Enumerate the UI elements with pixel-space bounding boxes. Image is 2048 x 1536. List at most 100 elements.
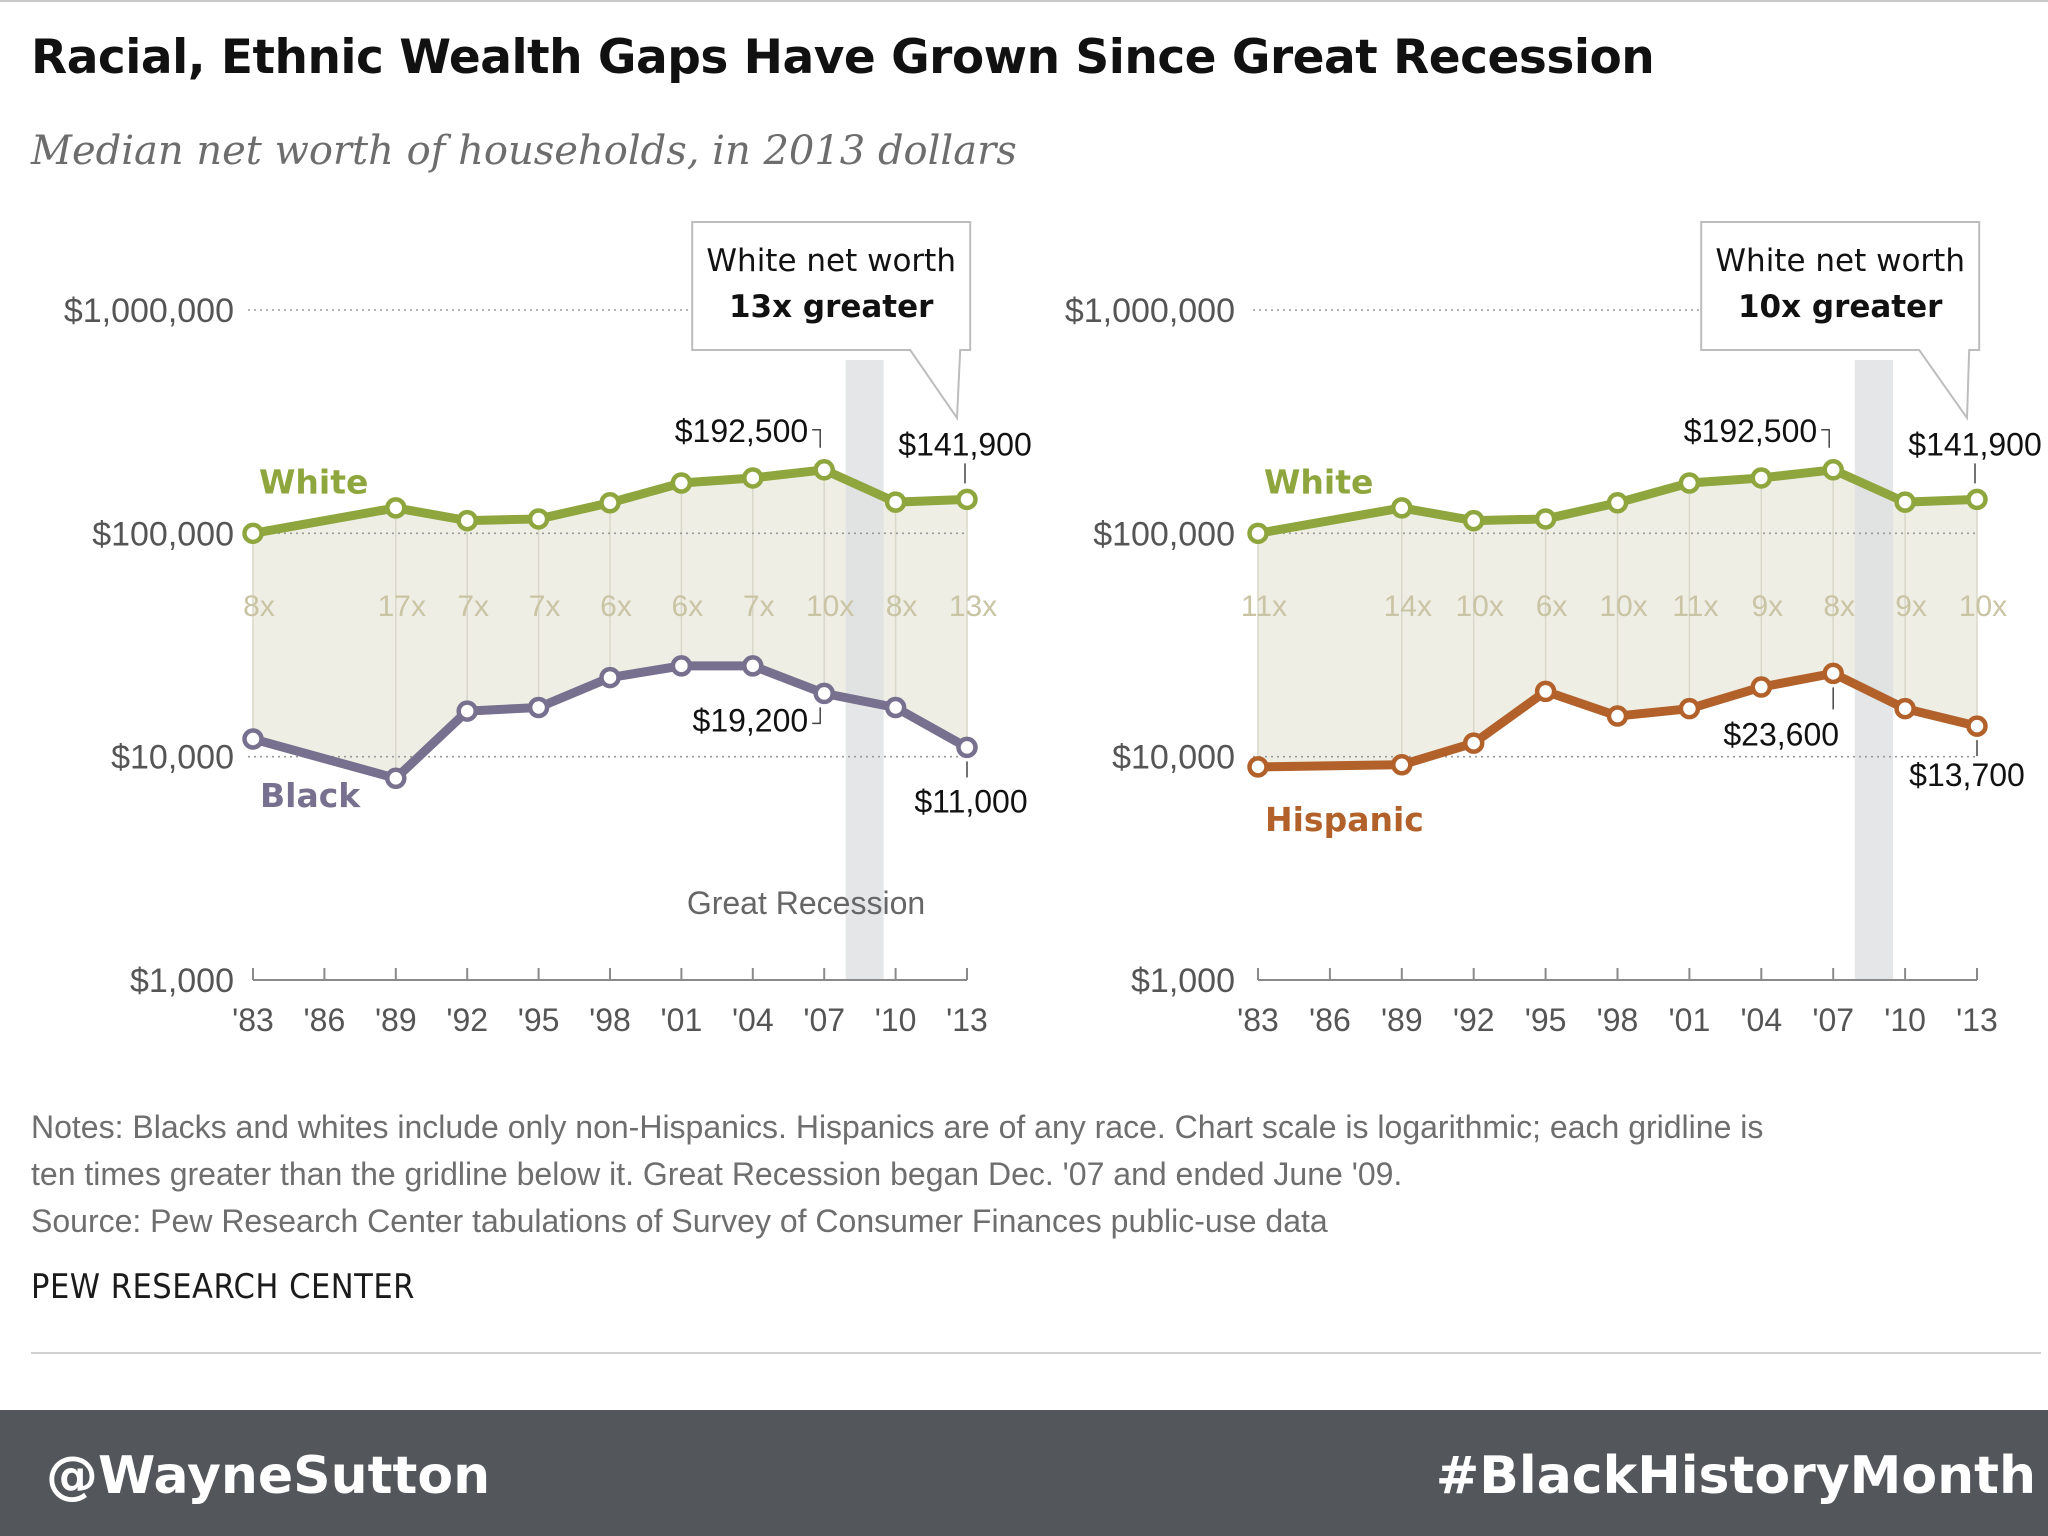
x-tick-label: '86 [1309, 1002, 1351, 1038]
data-point-black [956, 736, 978, 759]
chart-panel-hispanic: $1,000 $10,000 $100,000 $1,000,000 '83 '86 '89… [1065, 221, 2042, 1038]
callout-box [1700, 221, 1981, 422]
annotation-white-2007: $192,500 [1684, 413, 1817, 449]
data-point-hispanic [1462, 732, 1485, 754]
ratio-label: 11x [1241, 590, 1287, 623]
data-point-white [527, 508, 550, 530]
y-tick-label: $10,000 [111, 739, 234, 777]
x-tick-label: '98 [589, 1002, 631, 1038]
callout-line-2: 10x greater [1738, 289, 1943, 325]
x-tick-label: '10 [1884, 1002, 1926, 1038]
data-point-white [385, 497, 407, 519]
x-tick-label: '95 [518, 1002, 560, 1038]
ratio-label: 7x [743, 590, 775, 623]
data-point-hispanic [1534, 680, 1557, 703]
callout-line-1: White net worth [1715, 243, 1965, 279]
ratio-label: 13x [949, 590, 997, 623]
annotation-bracket [812, 429, 821, 448]
x-tick-label: '13 [1956, 1002, 1998, 1038]
x-tick-label: '92 [1453, 1002, 1495, 1038]
data-point-hispanic [1966, 715, 1988, 737]
series-label-white: White [259, 462, 368, 501]
chart-panel-black: $1,000 $10,000 $100,000 $1,000,000 '83 '86 '89… [64, 221, 1032, 1038]
x-tick-label: '92 [446, 1002, 488, 1038]
data-point-black [242, 728, 264, 750]
ratio-label: 8x [243, 590, 275, 623]
ratio-label: 17x [378, 590, 426, 623]
x-tick-label: '86 [304, 1002, 346, 1038]
data-point-white [670, 472, 693, 494]
data-point-white [242, 522, 264, 545]
annotation-white-2013: $141,900 [1908, 426, 2041, 462]
series-label-white: White [1264, 462, 1373, 501]
data-point-hispanic [1750, 676, 1773, 698]
annotation-other-2007: $19,200 [693, 702, 809, 738]
data-point-black [742, 655, 764, 677]
recession-band [845, 360, 884, 980]
notes-source: Source: Pew Research Center tabulations … [31, 1203, 1328, 1239]
hashtag: #BlackHistoryMonth [1435, 1446, 2036, 1506]
y-tick-label: $10,000 [1112, 739, 1235, 777]
data-point-black [527, 696, 550, 719]
twitter-handle: @WayneSutton [46, 1446, 491, 1506]
wealth-charts: $1,000 $10,000 $100,000 $1,000,000 '83 '86 '89… [64, 221, 2042, 1038]
series-label-hispanic: Hispanic [1265, 800, 1424, 839]
y-tick-label: $1,000 [130, 962, 234, 1000]
ratio-label: 10x [1456, 590, 1504, 623]
data-point-hispanic [1894, 697, 1916, 720]
callout-line-1: White net worth [706, 243, 956, 279]
ratio-label: 8x [886, 590, 918, 623]
data-point-white [956, 488, 978, 511]
x-tick-label: '98 [1597, 1002, 1639, 1038]
y-tick-label: $100,000 [92, 515, 234, 553]
x-tick-label: '13 [946, 1002, 988, 1038]
callout-box [691, 221, 972, 422]
data-point-hispanic [1678, 697, 1701, 720]
data-point-black [385, 767, 407, 790]
data-point-hispanic [1822, 662, 1844, 685]
ratio-label: 7x [529, 590, 561, 623]
ratio-label: 7x [457, 590, 489, 623]
x-tick-label: '07 [1812, 1002, 1854, 1038]
data-point-black [456, 700, 478, 722]
data-point-white [1822, 459, 1844, 481]
annotation-white-2013: $141,900 [898, 426, 1031, 462]
y-tick-label: $1,000,000 [1065, 292, 1235, 330]
data-point-black [813, 682, 835, 705]
recession-band [1854, 360, 1894, 980]
series-line-white [1257, 465, 1978, 538]
ratio-label: 10x [1599, 590, 1647, 623]
annotation-white-2007: $192,500 [675, 413, 808, 449]
ratio-label: 11x [1672, 590, 1718, 623]
footer-bar: @WayneSutton #BlackHistoryMonth [0, 1410, 2048, 1536]
annotation-bracket [1821, 429, 1830, 448]
series-line-black [251, 661, 970, 783]
y-tick-label: $1,000,000 [64, 292, 234, 330]
notes-line-2: ten times greater than the gridline belo… [31, 1156, 1403, 1192]
chart-subtitle: Median net worth of households, in 2013 … [31, 128, 1017, 174]
x-tick-label: '95 [1525, 1002, 1567, 1038]
ratio-label: 10x [1959, 590, 2007, 623]
data-point-white [884, 491, 907, 513]
ratio-label: 9x [1895, 590, 1927, 623]
annotation-other-2013: $11,000 [914, 783, 1027, 819]
data-point-black [884, 696, 907, 719]
ratio-label: 14x [1384, 590, 1432, 623]
x-tick-label: '04 [1740, 1002, 1782, 1038]
series-line-hispanic [1257, 668, 1979, 772]
annotation-other-2007: $23,600 [1723, 716, 1839, 752]
x-tick-label: '04 [732, 1002, 774, 1038]
bottom-rule [31, 1352, 2041, 1354]
x-tick-label: '83 [1237, 1002, 1279, 1038]
data-point-white [1247, 522, 1269, 545]
x-tick-label: '89 [1381, 1002, 1423, 1038]
ratio-label: 9x [1751, 590, 1783, 623]
callout-line-2: 13x greater [729, 289, 934, 325]
data-point-white [1391, 497, 1413, 519]
data-point-white [1750, 467, 1773, 489]
annotation-other-2013: $13,700 [1909, 757, 2025, 793]
ratio-label: 6x [600, 590, 632, 623]
top-rule [0, 0, 2048, 2]
ratio-label: 6x [1536, 590, 1568, 623]
data-point-hispanic [1606, 705, 1629, 727]
